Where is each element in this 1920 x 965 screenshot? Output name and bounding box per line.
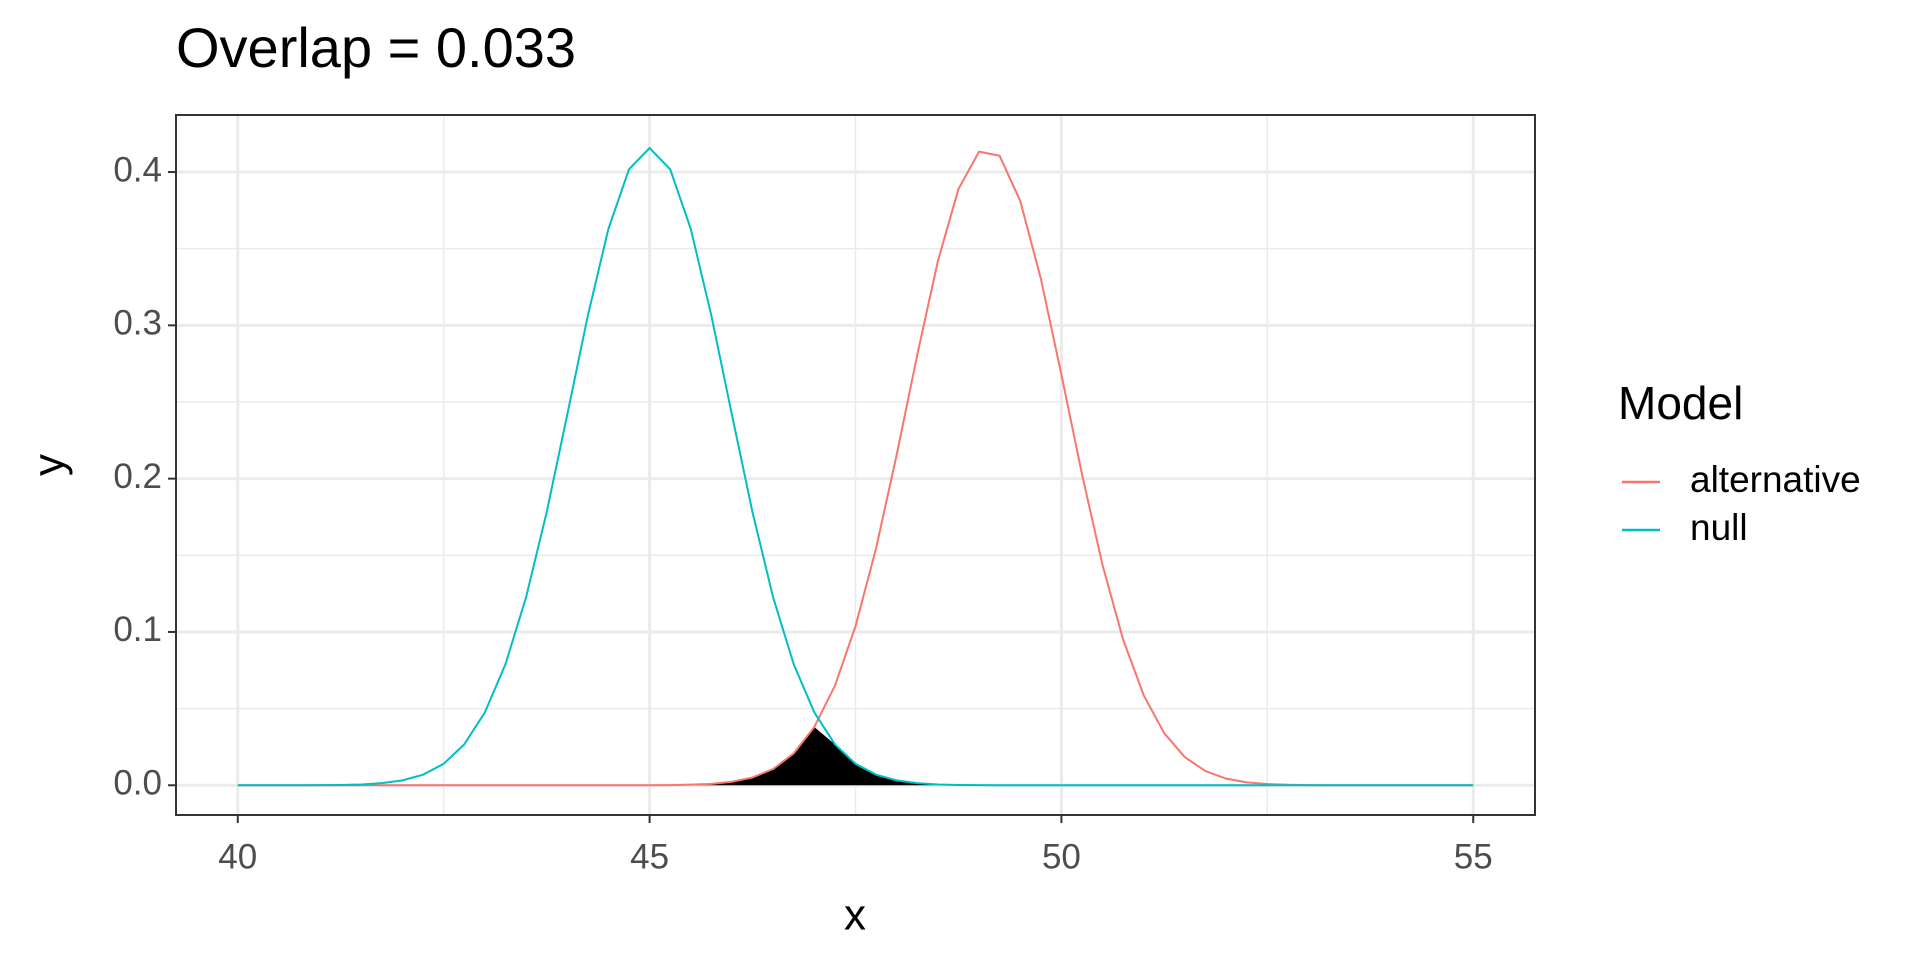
x-tick-label: 50 [1042, 837, 1081, 876]
y-tick-label: 0.2 [113, 457, 162, 496]
panel-border [175, 114, 1536, 816]
y-tick-label: 0.0 [113, 764, 162, 803]
legend-label: alternative [1690, 459, 1861, 500]
y-tick-label: 0.4 [113, 150, 162, 189]
series-line [237, 146, 1474, 787]
x-tick-label: 45 [630, 837, 669, 876]
x-tick-label: 40 [218, 837, 257, 876]
y-tick-label: 0.3 [113, 304, 162, 343]
y-axis-title: y [25, 454, 74, 476]
overlap-area [237, 727, 1474, 786]
x-axis-title: x [844, 891, 866, 940]
chart-title: Overlap = 0.033 [176, 16, 576, 79]
x-tick-label: 55 [1454, 837, 1493, 876]
y-tick-label: 0.1 [113, 610, 162, 649]
series-line [237, 150, 1474, 787]
legend-title: Model [1618, 377, 1743, 429]
legend-label: null [1690, 507, 1748, 548]
